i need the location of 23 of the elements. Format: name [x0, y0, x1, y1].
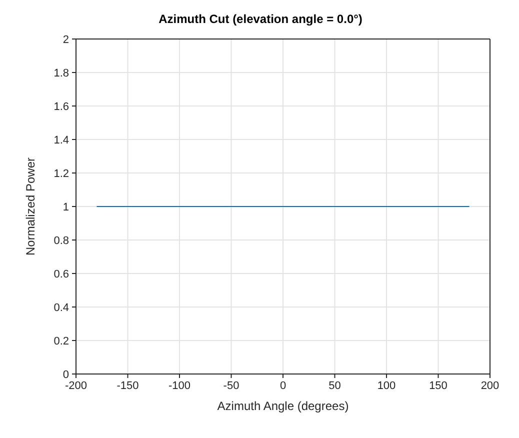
y-tick-label: 1.6: [54, 100, 69, 113]
y-tick-label: 0: [62, 368, 69, 381]
x-tick-label: 0: [280, 380, 286, 392]
x-tick-label: -50: [223, 380, 240, 392]
x-tick-label: 150: [429, 380, 448, 392]
y-tick-label: 1.2: [54, 168, 69, 180]
x-tick-label: 100: [377, 380, 396, 392]
x-tick-label: -100: [168, 380, 191, 392]
y-tick-label: 1.4: [54, 134, 69, 146]
y-tick-label: 1: [62, 201, 69, 214]
chart-title: Azimuth Cut (elevation angle = 0.0°): [158, 11, 364, 28]
y-tick-label: 2: [62, 34, 69, 46]
x-axis-title: Azimuth Angle (degrees): [217, 399, 349, 413]
y-tick-label: 0.2: [54, 335, 69, 348]
y-tick-label: 0.4: [54, 302, 69, 314]
x-tick-label: 200: [480, 380, 500, 392]
y-tick-label: 0.6: [54, 268, 69, 280]
x-tick-label: 50: [328, 380, 341, 392]
x-tick-label: -150: [116, 380, 139, 392]
y-axis-title: Normalized Power: [23, 157, 38, 256]
y-tick-label: 0.8: [54, 234, 69, 247]
x-tick-label: -200: [64, 380, 88, 392]
y-tick-label: 1.8: [54, 67, 69, 80]
